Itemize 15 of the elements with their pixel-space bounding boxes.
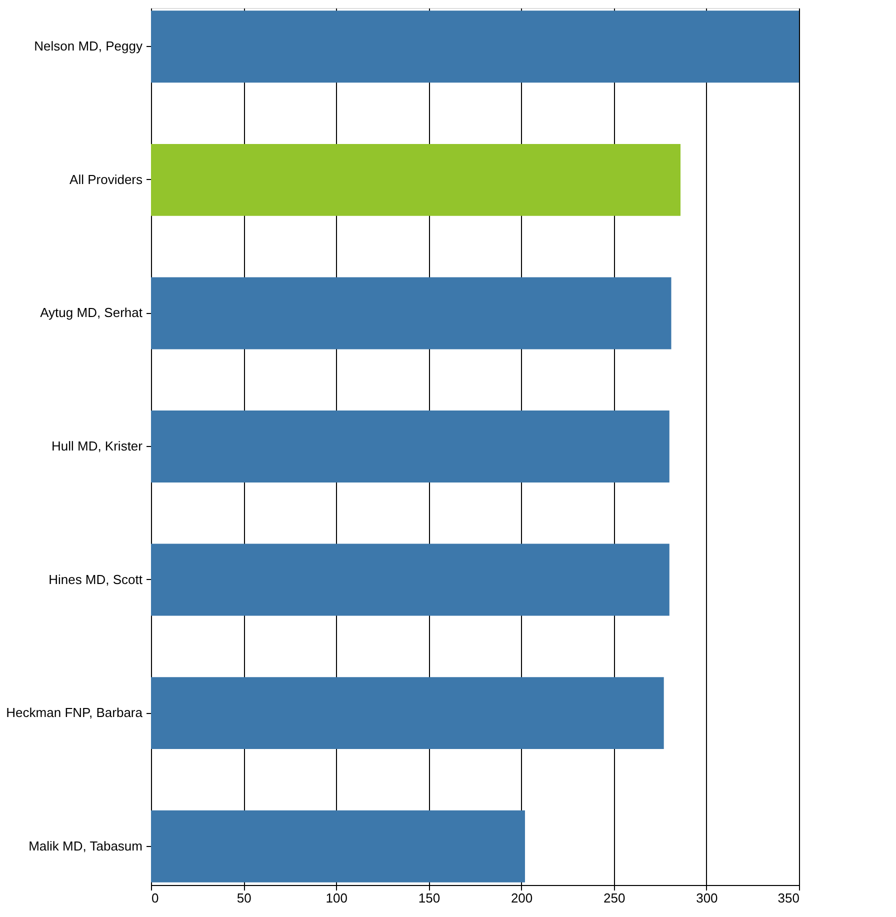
y-tick-label: Aytug MD, Serhat xyxy=(40,305,143,320)
x-tick-label: 300 xyxy=(696,890,718,906)
x-tick-label: 250 xyxy=(604,890,626,906)
x-tick-label: 200 xyxy=(510,890,533,906)
x-tick-label: 150 xyxy=(418,890,440,906)
y-tick-label: All Providers xyxy=(70,172,143,187)
y-tick-label: Hull MD, Krister xyxy=(51,438,144,454)
x-tick-label: 100 xyxy=(326,890,348,906)
y-tick-label: Heckman FNP, Barbara xyxy=(6,705,144,720)
y-tick-label: Nelson MD, Peggy xyxy=(34,38,143,54)
x-tick-label: 350 xyxy=(778,890,800,906)
x-tick-label: 50 xyxy=(236,890,252,906)
y-tick-label: Hines MD, Scott xyxy=(48,572,143,587)
x-tick-label: 0 xyxy=(152,890,159,906)
y-tick-label: Malik MD, Tabasum xyxy=(28,838,142,854)
